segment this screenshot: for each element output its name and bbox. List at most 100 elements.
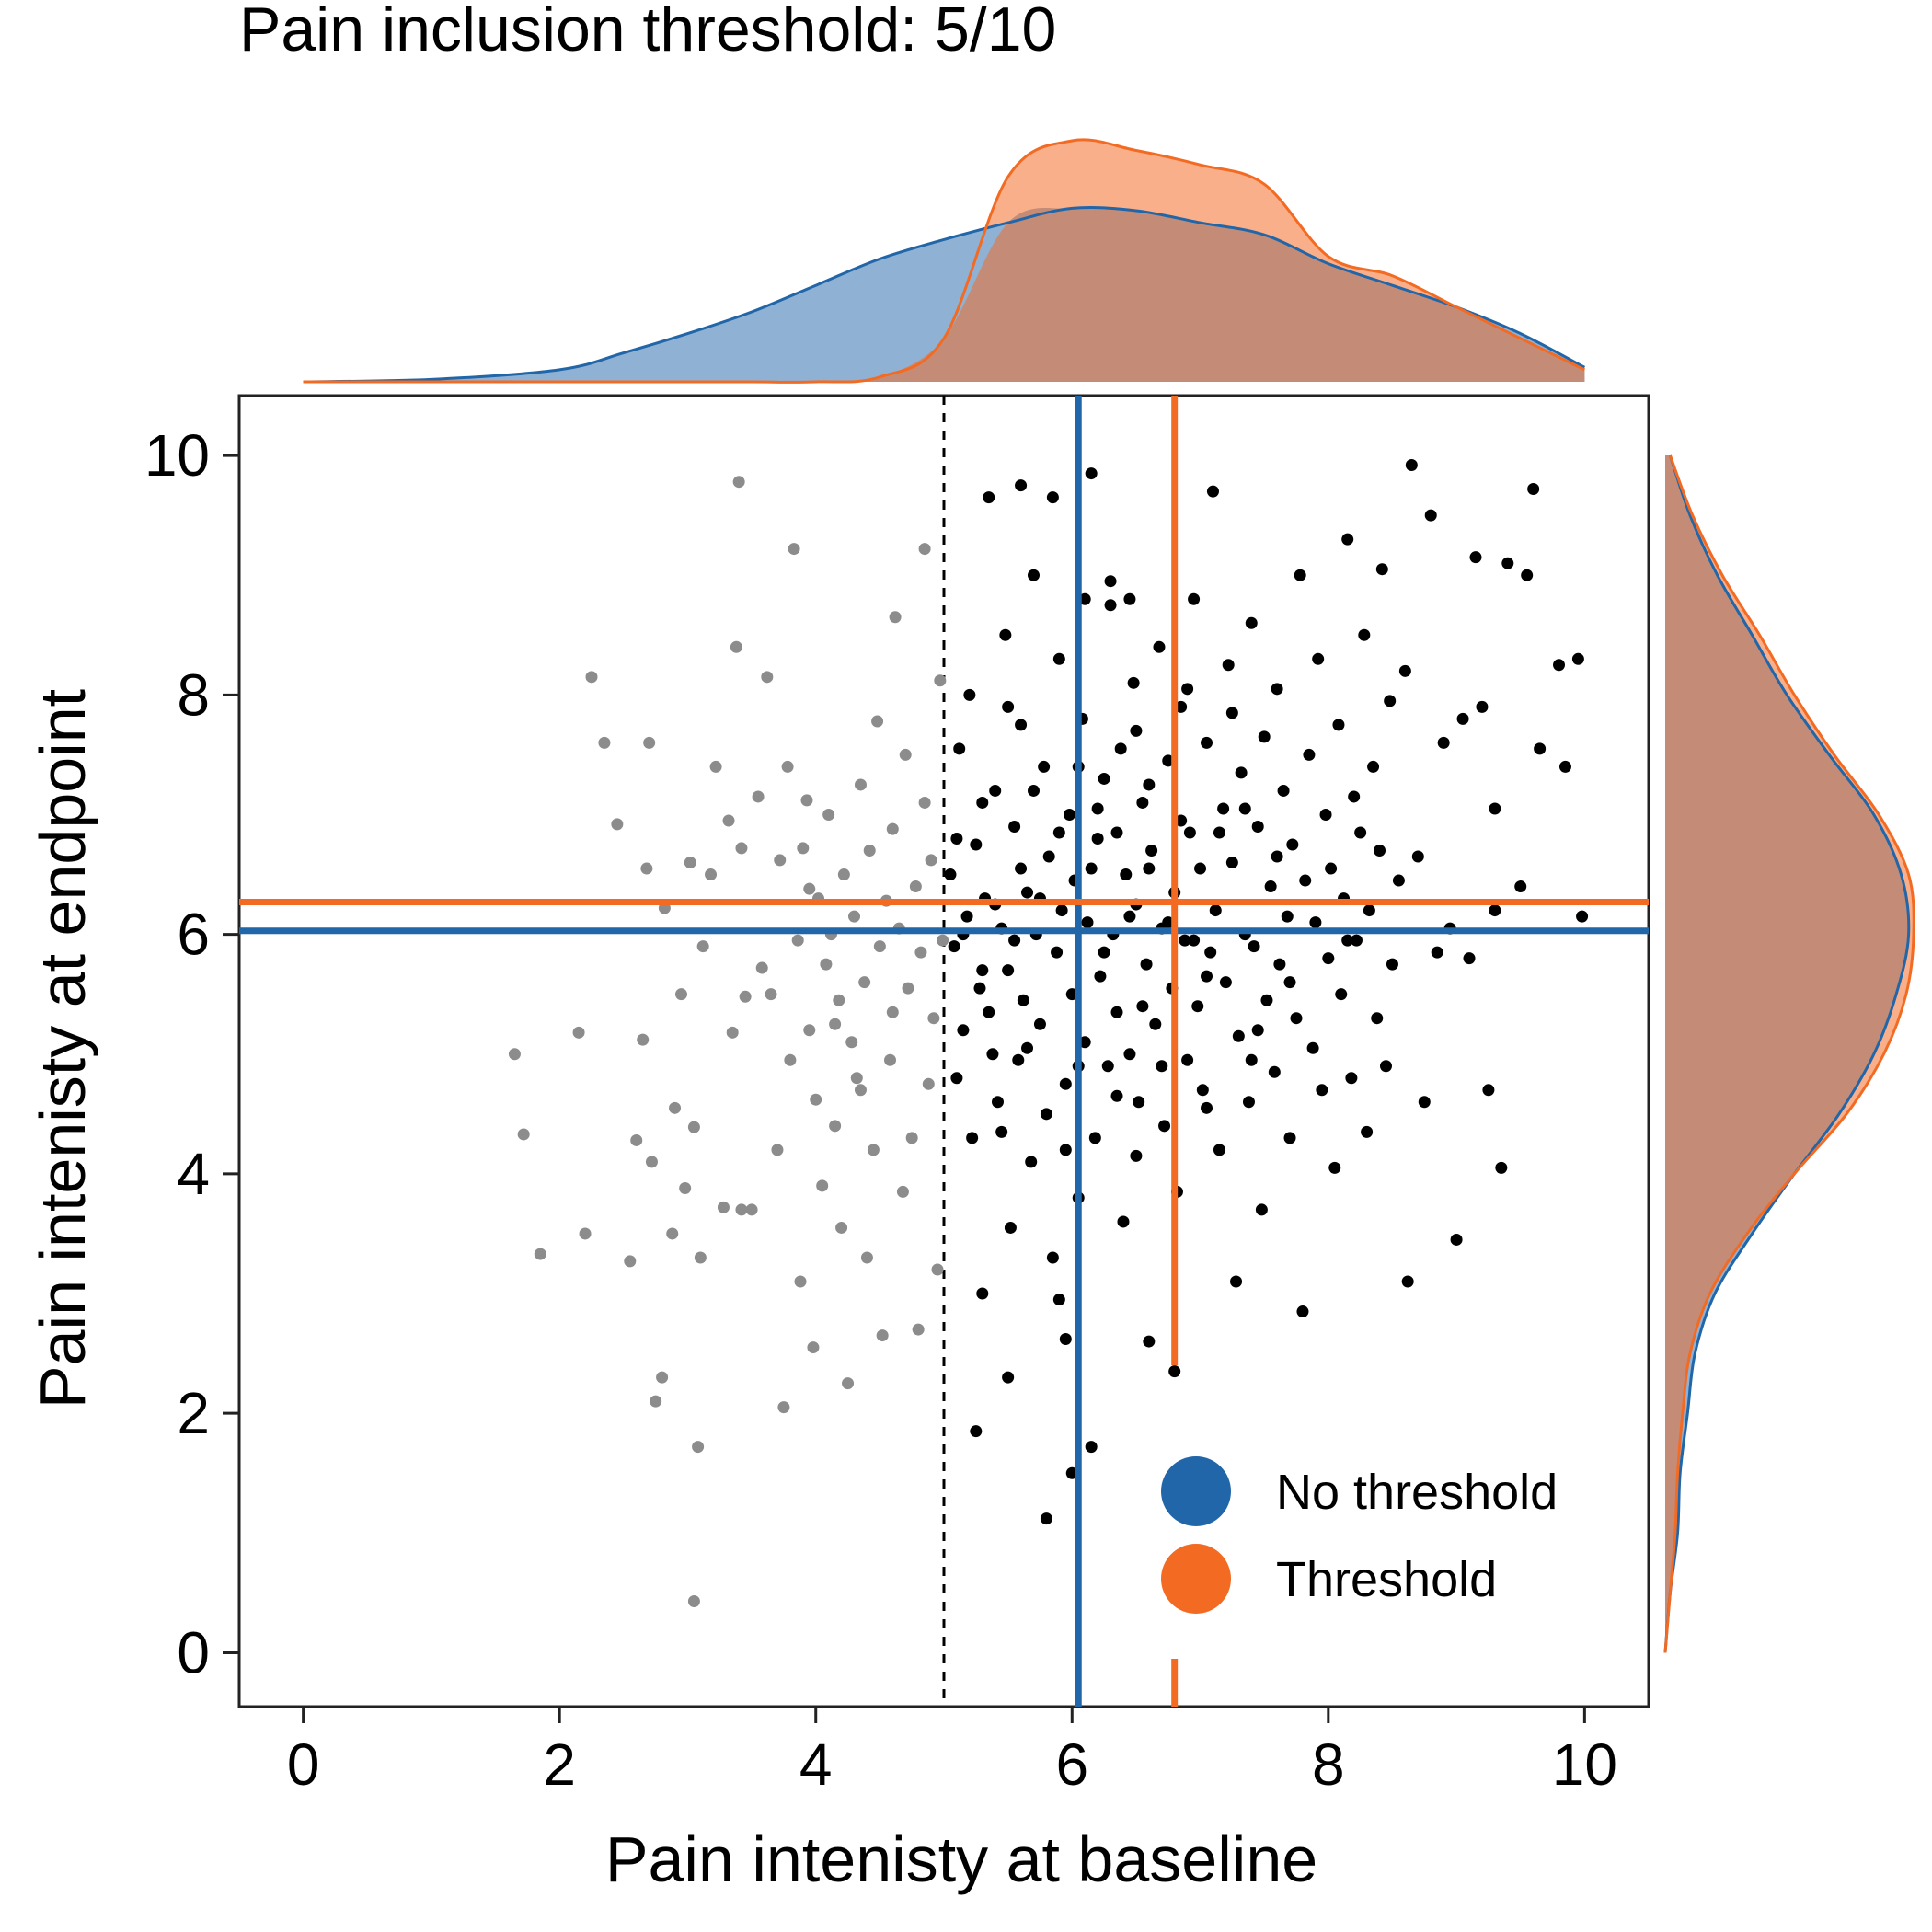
point-included-36 [1059, 1077, 1072, 1090]
point-included-90 [1232, 1029, 1245, 1042]
point-excluded-1 [517, 1128, 530, 1141]
point-included-7 [966, 1132, 979, 1144]
point-included-104 [1277, 784, 1290, 797]
point-included-82 [1206, 485, 1219, 498]
point-excluded-51 [810, 1093, 822, 1106]
point-included-144 [1418, 1096, 1431, 1109]
x-tick-label-4: 4 [799, 1731, 833, 1798]
point-excluded-61 [842, 1377, 855, 1390]
marginal-y-fill-overlap [1665, 455, 1909, 1653]
point-included-45 [1088, 1132, 1101, 1144]
point-included-85 [1217, 802, 1230, 815]
point-included-142 [1405, 458, 1418, 471]
point-included-192 [1213, 826, 1225, 839]
point-included-165 [1576, 910, 1589, 923]
point-included-195 [1225, 707, 1238, 719]
point-excluded-17 [666, 1227, 679, 1240]
point-included-184 [1143, 862, 1156, 875]
point-included-214 [1059, 1144, 1072, 1156]
point-excluded-84 [914, 946, 927, 959]
point-excluded-62 [845, 1036, 858, 1049]
point-included-34 [1052, 652, 1065, 665]
point-included-151 [1463, 952, 1476, 965]
point-excluded-92 [732, 476, 745, 489]
point-included-102 [1271, 683, 1283, 696]
point-included-6 [963, 688, 976, 701]
point-excluded-46 [794, 1275, 807, 1288]
point-included-125 [1345, 1072, 1358, 1085]
point-included-138 [1386, 958, 1398, 971]
point-excluded-76 [889, 611, 902, 624]
point-included-56 [1123, 1048, 1136, 1061]
point-excluded-3 [572, 1026, 585, 1039]
point-excluded-6 [598, 736, 611, 749]
point-included-202 [1201, 970, 1213, 983]
marginal-x-line-threshold [303, 138, 1586, 384]
point-excluded-88 [927, 1012, 940, 1025]
x-tick-label-2: 2 [543, 1731, 576, 1798]
point-excluded-97 [854, 1084, 867, 1097]
point-included-116 [1316, 1084, 1328, 1097]
point-excluded-64 [850, 1072, 863, 1085]
point-included-73 [1179, 934, 1191, 947]
point-excluded-23 [692, 1441, 705, 1454]
point-excluded-81 [905, 1132, 918, 1144]
point-excluded-5 [585, 671, 598, 684]
point-included-44 [1085, 467, 1098, 480]
point-included-105 [1281, 910, 1294, 923]
point-included-4 [957, 1024, 970, 1037]
point-included-154 [1482, 1084, 1495, 1097]
y-tick-label-2: 2 [177, 1380, 210, 1446]
point-included-107 [1286, 838, 1299, 851]
point-included-170 [1052, 1294, 1065, 1306]
point-included-96 [1251, 820, 1264, 833]
point-included-100 [1264, 880, 1277, 893]
point-included-91 [1235, 766, 1248, 779]
point-included-219 [1052, 826, 1065, 839]
point-included-15 [991, 1096, 1004, 1109]
point-included-146 [1431, 946, 1443, 959]
point-included-37 [1063, 808, 1075, 821]
marginal-x-line-no-threshold [303, 205, 1586, 384]
point-included-106 [1283, 1132, 1296, 1144]
point-included-128 [1354, 826, 1367, 839]
point-included-220 [1091, 802, 1104, 815]
point-included-177 [1078, 592, 1091, 605]
point-excluded-34 [745, 1203, 758, 1216]
point-excluded-80 [902, 982, 914, 995]
point-included-121 [1332, 719, 1345, 731]
point-included-213 [995, 1125, 1008, 1138]
x-tick-label-6: 6 [1055, 1731, 1088, 1798]
point-included-196 [1181, 683, 1194, 696]
point-included-193 [1238, 802, 1251, 815]
point-included-53 [1114, 742, 1127, 755]
point-included-76 [1188, 592, 1201, 605]
point-excluded-89 [931, 1263, 944, 1276]
point-included-94 [1245, 616, 1258, 629]
point-included-19 [1004, 1221, 1017, 1234]
point-included-158 [1514, 880, 1527, 893]
point-excluded-27 [709, 760, 722, 773]
point-included-190 [1136, 1000, 1149, 1013]
point-included-72 [1175, 700, 1188, 713]
point-excluded-31 [730, 640, 742, 653]
point-included-135 [1375, 563, 1388, 576]
legend-label-threshold: Threshold [1276, 1552, 1497, 1607]
point-included-99 [1260, 994, 1273, 1006]
point-included-143 [1411, 850, 1424, 863]
x-tick-label-10: 10 [1552, 1731, 1617, 1798]
point-excluded-53 [816, 1179, 829, 1192]
point-included-35 [1055, 904, 1068, 917]
legend: No threshold Threshold [1161, 1456, 1558, 1614]
x-axis-title: Pain intenisty at baseline [605, 1823, 1317, 1895]
point-excluded-68 [863, 845, 876, 857]
point-included-204 [1283, 976, 1296, 989]
point-included-205 [1341, 934, 1354, 947]
point-excluded-35 [752, 790, 765, 803]
point-included-127 [1350, 934, 1363, 947]
point-included-197 [1130, 724, 1143, 737]
y-tick-label-6: 6 [177, 902, 210, 968]
point-excluded-83 [912, 1323, 925, 1336]
point-included-216 [950, 833, 963, 845]
point-excluded-82 [909, 880, 922, 893]
